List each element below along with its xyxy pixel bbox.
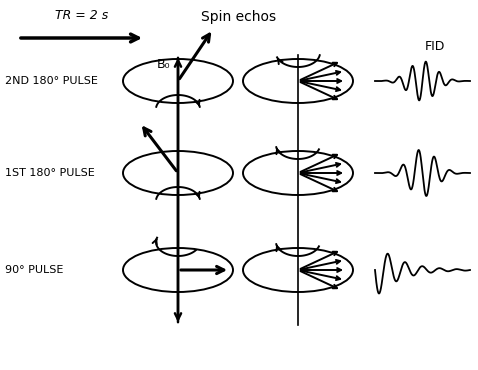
Text: 2ND 180° PULSE: 2ND 180° PULSE	[5, 76, 98, 86]
Text: B₀: B₀	[156, 58, 170, 71]
Text: TR = 2 s: TR = 2 s	[55, 9, 109, 22]
Text: 1ST 180° PULSE: 1ST 180° PULSE	[5, 168, 95, 178]
Text: 90° PULSE: 90° PULSE	[5, 265, 64, 275]
Text: FID: FID	[425, 40, 445, 53]
Text: Spin echos: Spin echos	[201, 10, 277, 24]
